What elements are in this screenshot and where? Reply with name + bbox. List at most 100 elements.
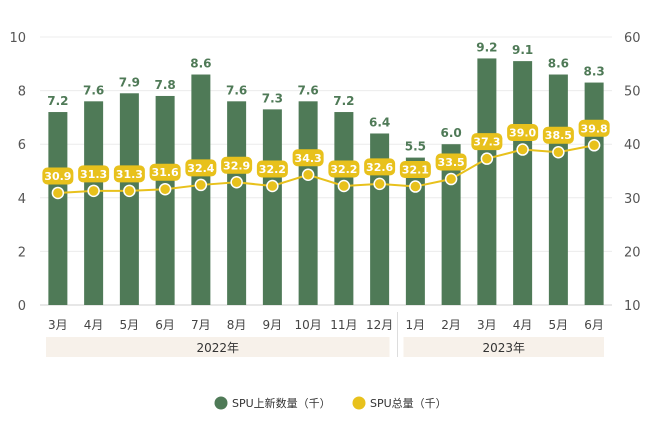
bar-data-label: 8.3: [583, 65, 604, 79]
year-band: [403, 337, 604, 357]
line-data-label: 31.6: [152, 166, 179, 179]
category-label: 5月: [120, 318, 140, 332]
bar-data-label: 9.1: [512, 43, 533, 57]
bar: [262, 109, 282, 305]
line-label-pill: [256, 160, 288, 178]
line-label-pill: [578, 119, 610, 137]
left-tick-label: 8: [18, 85, 26, 100]
legend-label-line: SPU总量（千）: [370, 396, 447, 410]
line-label-pill: [113, 165, 145, 183]
year-label: 2023年: [482, 341, 525, 355]
line-point: [87, 184, 100, 198]
line-data-label: 31.3: [116, 168, 143, 181]
category-label: 10月: [294, 318, 321, 332]
bar: [370, 133, 390, 305]
line-data-label: 38.5: [545, 129, 572, 142]
legend-marker-line: [352, 396, 366, 410]
line-data-label: 39.0: [509, 127, 536, 140]
bar: [48, 112, 68, 305]
right-tick-label: 20: [624, 245, 641, 260]
bar-data-label: 7.6: [83, 83, 104, 97]
line-data-label: 32.2: [330, 163, 357, 176]
line-point: [123, 184, 136, 198]
left-tick-label: 2: [18, 245, 26, 260]
category-label: 11月: [330, 318, 357, 332]
category-label: 6月: [155, 318, 175, 332]
legend-label-bars: SPU上新数量（千）: [232, 396, 331, 410]
right-tick-label: 10: [624, 299, 641, 314]
line-point: [266, 179, 279, 193]
line-data-label: 30.9: [44, 170, 71, 183]
bar: [298, 101, 318, 305]
bar-data-label: 5.5: [405, 140, 426, 154]
line-point: [194, 178, 208, 192]
line-label-pill: [364, 158, 396, 176]
category-label: 1月: [406, 318, 426, 332]
right-tick-label: 30: [624, 192, 641, 207]
line-data-label: 32.6: [366, 161, 393, 174]
bar: [405, 157, 425, 305]
line-data-label: 32.4: [187, 162, 214, 175]
line-point: [301, 168, 315, 182]
bar-data-label: 7.6: [297, 83, 318, 97]
category-label: 4月: [513, 318, 533, 332]
line-label-pill: [328, 160, 360, 178]
bar-data-label: 7.8: [154, 78, 175, 92]
right-tick-label: 50: [624, 85, 641, 100]
category-label: 6月: [584, 318, 604, 332]
right-tick-label: 60: [624, 31, 641, 46]
bar-data-label: 9.2: [476, 40, 497, 54]
line-label-pill: [78, 165, 110, 183]
line-point: [230, 176, 243, 189]
year-band: [46, 337, 390, 357]
line-label-pill: [471, 133, 503, 151]
bar-data-label: 7.2: [47, 94, 68, 108]
line-data-label: 37.3: [473, 136, 500, 149]
bar-data-label: 7.3: [262, 91, 283, 105]
legend-marker-bars: [214, 396, 228, 410]
line-data-label: 33.5: [438, 156, 465, 169]
bar: [119, 93, 139, 305]
bar: [584, 82, 604, 305]
category-label: 5月: [549, 318, 569, 332]
category-label: 2月: [441, 318, 461, 332]
left-tick-label: 0: [18, 299, 26, 314]
line-data-label: 39.8: [581, 122, 608, 135]
bar-data-label: 7.2: [333, 94, 354, 108]
line-label-pill: [292, 149, 324, 167]
line-data-label: 31.3: [80, 168, 107, 181]
bar-data-label: 7.6: [226, 83, 247, 97]
line-data-label: 32.9: [223, 159, 250, 172]
line-label-pill: [185, 159, 217, 177]
line-point: [409, 180, 422, 193]
line-label-pill: [149, 163, 181, 181]
bar: [334, 112, 354, 305]
bar: [84, 101, 104, 305]
line-label-pill: [542, 126, 574, 144]
year-label: 2022年: [196, 341, 239, 355]
series-line: [57, 144, 595, 194]
bar: [513, 61, 533, 306]
line-point: [480, 152, 494, 165]
line-label-pill: [507, 124, 539, 142]
line-point: [373, 177, 386, 191]
bar-data-label: 6.0: [440, 126, 461, 140]
category-label: 9月: [263, 318, 283, 332]
line-data-label: 34.3: [295, 152, 322, 165]
bar-data-label: 6.4: [369, 115, 390, 129]
category-label: 8月: [227, 318, 247, 332]
left-tick-label: 6: [18, 138, 26, 153]
line-data-label: 32.2: [259, 163, 286, 176]
line-label-pill: [221, 156, 253, 174]
left-tick-label: 4: [18, 192, 26, 207]
line-point: [516, 143, 529, 156]
bar-data-label: 8.6: [190, 57, 211, 71]
line-point: [587, 139, 601, 152]
category-label: 12月: [366, 318, 393, 332]
bar: [441, 144, 461, 305]
line-label-pill: [42, 167, 74, 185]
right-tick-label: 40: [624, 138, 641, 153]
left-tick-label: 10: [9, 31, 26, 46]
